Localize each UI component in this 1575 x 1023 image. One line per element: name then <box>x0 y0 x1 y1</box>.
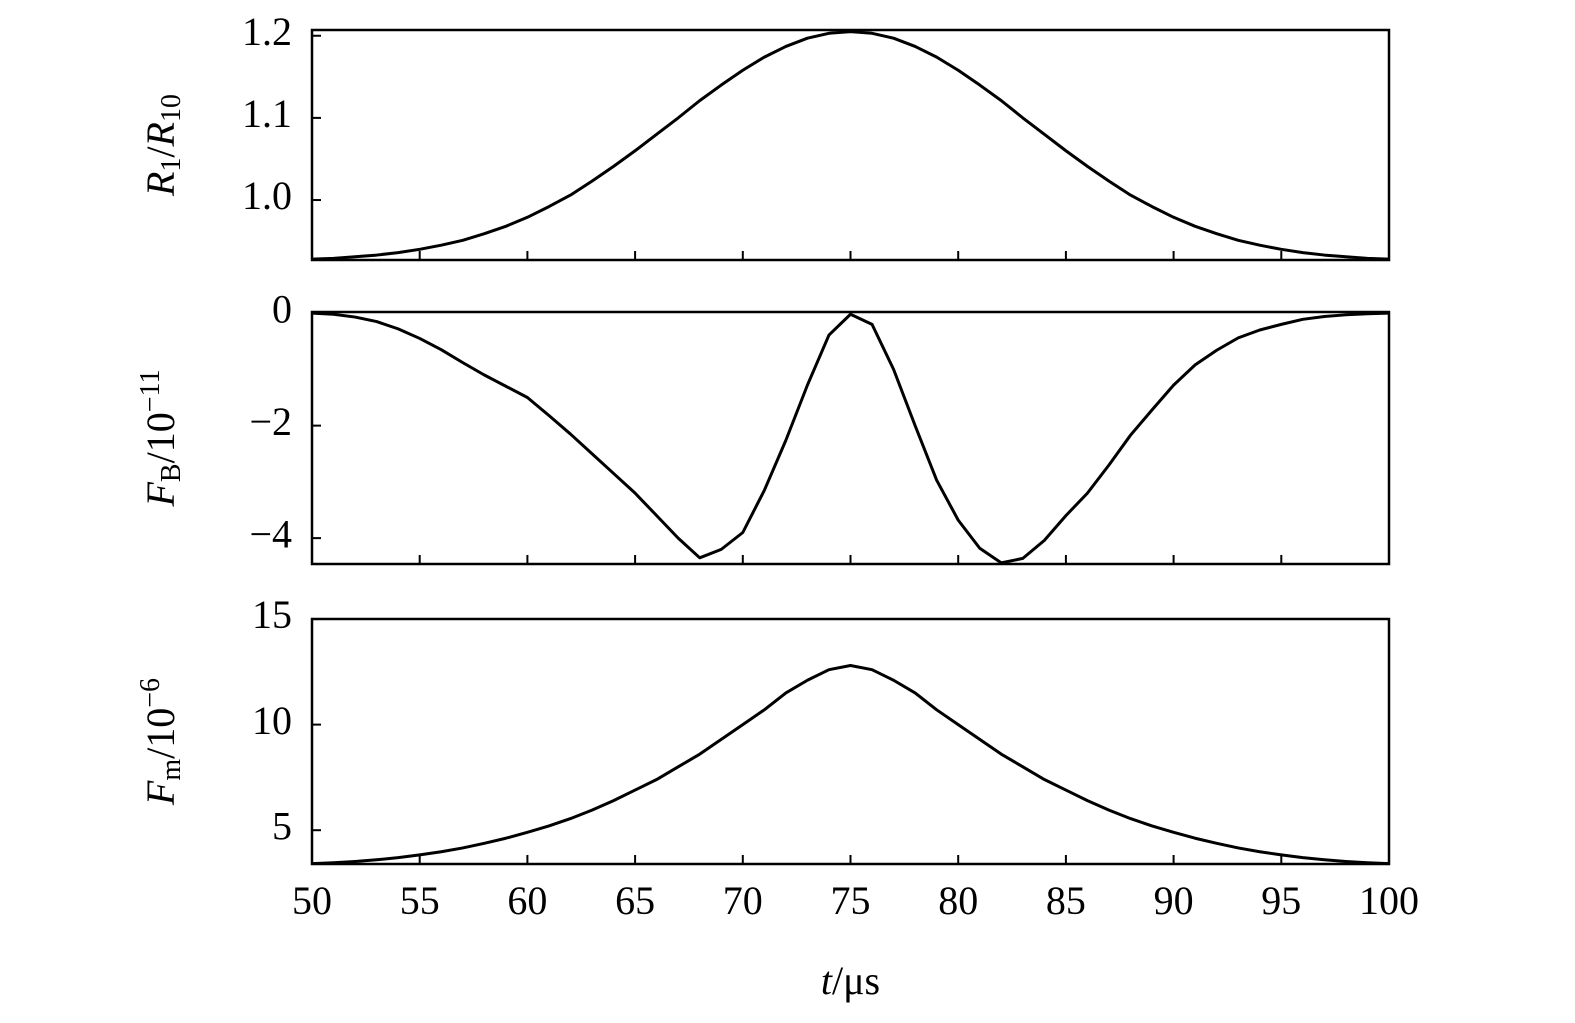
label-part: F <box>138 780 183 806</box>
data-line <box>311 311 1390 565</box>
label-part: −11 <box>135 369 166 412</box>
label-part: F <box>138 482 183 508</box>
data-line <box>311 663 1390 866</box>
y-tick-label: 15 <box>252 592 292 637</box>
label-part: R <box>138 172 183 197</box>
y-tick-label: −2 <box>249 399 292 444</box>
label-part: R <box>138 122 183 147</box>
label-part: /10 <box>138 412 183 463</box>
label-part: −6 <box>135 678 166 708</box>
y-tick-label: 1.1 <box>242 91 292 136</box>
x-tick-label: 80 <box>938 878 978 923</box>
x-tick-label: 60 <box>507 878 547 923</box>
x-tick-label: 50 <box>292 878 332 923</box>
y-tick-label: 0 <box>272 286 292 331</box>
x-tick-label: 65 <box>615 878 655 923</box>
y-tick-label: 1.2 <box>242 9 292 54</box>
label-part: t <box>821 958 833 1003</box>
plot-frame <box>310 310 1391 566</box>
label-part: 10 <box>156 94 187 122</box>
label-part: / <box>138 146 183 158</box>
label-part: /10 <box>138 708 183 759</box>
x-tick-label: 55 <box>400 878 440 923</box>
label-part: /μs <box>832 958 880 1003</box>
label-part: m <box>156 759 187 781</box>
x-tick-label: 70 <box>723 878 763 923</box>
y-tick-label: 10 <box>252 698 292 743</box>
x-tick-label: 95 <box>1261 878 1301 923</box>
y-tick-label: −4 <box>249 511 292 556</box>
y-tick-label: 5 <box>272 803 292 848</box>
y-tick-label: 1.0 <box>242 173 292 218</box>
label-part: B <box>156 463 187 482</box>
data-line <box>311 30 1390 261</box>
y-axis-label: R1/R10 <box>138 94 187 197</box>
label-part: 1 <box>156 158 187 172</box>
plot-frame <box>310 617 1391 866</box>
y-axis-label: Fm/10−6 <box>135 678 187 806</box>
y-axis-label: FB/10−11 <box>135 369 187 507</box>
x-tick-label: 90 <box>1154 878 1194 923</box>
x-axis-label: t/μs <box>821 958 880 1003</box>
x-tick-label: 100 <box>1359 878 1419 923</box>
x-tick-label: 85 <box>1046 878 1086 923</box>
plot-frame <box>310 28 1391 262</box>
x-tick-label: 75 <box>831 878 871 923</box>
